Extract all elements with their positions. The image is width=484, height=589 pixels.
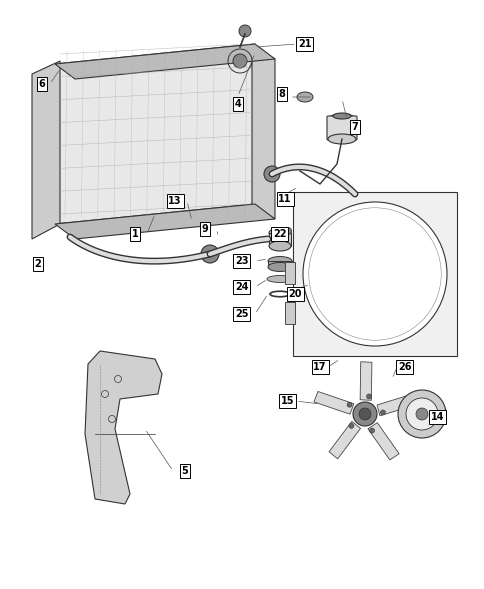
Text: 26: 26 (397, 362, 411, 372)
Text: 15: 15 (281, 396, 294, 406)
Text: 11: 11 (278, 194, 291, 204)
Circle shape (232, 54, 246, 68)
Polygon shape (360, 362, 371, 401)
Text: 14: 14 (430, 412, 444, 422)
Ellipse shape (269, 241, 290, 251)
Circle shape (200, 245, 219, 263)
Circle shape (366, 394, 371, 399)
Polygon shape (32, 61, 60, 239)
Bar (285, 302, 294, 324)
Text: 17: 17 (313, 362, 326, 372)
Ellipse shape (327, 134, 355, 144)
Ellipse shape (268, 263, 291, 272)
Text: 24: 24 (235, 282, 248, 292)
Circle shape (302, 202, 446, 346)
Circle shape (348, 423, 353, 428)
Bar (268, 261, 291, 267)
Polygon shape (376, 394, 415, 416)
Circle shape (352, 402, 376, 426)
Polygon shape (55, 204, 274, 239)
Ellipse shape (333, 113, 350, 119)
Text: 1: 1 (131, 229, 138, 239)
FancyBboxPatch shape (326, 116, 356, 140)
Text: 23: 23 (235, 256, 248, 266)
Bar (292, 192, 456, 356)
Text: 9: 9 (201, 224, 208, 234)
Text: 22: 22 (272, 229, 286, 239)
Ellipse shape (268, 256, 291, 266)
Ellipse shape (267, 276, 292, 283)
Circle shape (263, 166, 279, 182)
Circle shape (239, 25, 251, 37)
Polygon shape (85, 351, 162, 504)
Polygon shape (313, 392, 353, 414)
Circle shape (358, 408, 370, 420)
Circle shape (415, 408, 427, 420)
Text: 6: 6 (39, 79, 45, 89)
Circle shape (397, 390, 445, 438)
Polygon shape (55, 44, 255, 224)
Text: 4: 4 (234, 99, 241, 109)
Text: 7: 7 (351, 122, 358, 132)
Polygon shape (328, 421, 360, 459)
Polygon shape (55, 44, 274, 79)
Ellipse shape (327, 114, 355, 124)
Text: 5: 5 (181, 466, 188, 476)
Ellipse shape (269, 228, 290, 238)
Bar (285, 262, 294, 284)
Text: 8: 8 (278, 89, 285, 99)
Circle shape (405, 398, 437, 430)
Text: 25: 25 (235, 309, 248, 319)
Circle shape (284, 227, 291, 234)
Polygon shape (367, 423, 398, 460)
Circle shape (347, 402, 351, 407)
Polygon shape (252, 47, 274, 219)
Text: 13: 13 (168, 196, 182, 206)
Circle shape (369, 428, 374, 433)
Bar (269, 233, 290, 246)
Ellipse shape (296, 92, 312, 102)
Text: 2: 2 (34, 259, 41, 269)
Text: 20: 20 (287, 289, 301, 299)
Circle shape (379, 410, 385, 415)
Text: 21: 21 (298, 39, 311, 49)
